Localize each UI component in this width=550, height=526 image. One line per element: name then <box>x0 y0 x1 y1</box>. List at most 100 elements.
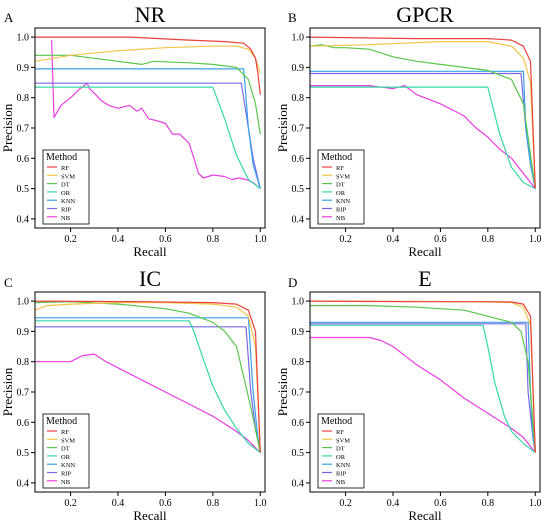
legend-box <box>317 149 365 225</box>
legend-label-rf: RF <box>336 165 344 172</box>
series-line-nb <box>35 353 261 454</box>
x-tick-label: 0.4 <box>112 498 125 509</box>
panel-d: D E 0.4 0.5 0.6 0.7 0.8 0.9 1.0 0.2 0.4 0.6 0.8 1.0 Re… <box>275 266 542 523</box>
y-tick-label: 0.8 <box>292 93 305 104</box>
x-tick-label: 1.0 <box>529 234 542 245</box>
y-tick-label: 0.9 <box>17 63 30 74</box>
legend-label-svm: SVM <box>336 437 350 444</box>
panel-title: E <box>418 266 431 291</box>
legend-label-nb: NB <box>336 215 346 222</box>
y-tick-label: 0.7 <box>17 388 30 399</box>
legend-label-knn: KNN <box>61 462 75 469</box>
panel-a: A NR 0.4 0.5 0.6 0.7 0.8 0.9 1.0 0.2 0.4 0.6 0.8 1.0 R… <box>0 2 267 259</box>
x-axis-label: Recall <box>408 244 442 259</box>
legend-label-nb: NB <box>336 479 346 486</box>
x-tick-label: 0.2 <box>64 234 77 245</box>
x-tick-label: 0.2 <box>339 498 352 509</box>
x-axis-label: Recall <box>133 508 167 523</box>
legend-label-nb: NB <box>61 215 71 222</box>
series-line-rf <box>310 36 536 189</box>
x-tick-label: 0.8 <box>482 498 495 509</box>
x-tick-label: 0.2 <box>64 498 77 509</box>
x-tick-label: 0.8 <box>207 234 220 245</box>
y-tick-label: 1.0 <box>292 297 305 308</box>
x-tick-label: 0.6 <box>434 234 447 245</box>
y-tick-label: 0.9 <box>292 63 305 74</box>
x-axis-label: Recall <box>133 244 167 259</box>
y-tick-label: 0.7 <box>292 388 305 399</box>
series-line-dt <box>310 305 536 453</box>
panel-b: B GPCR 0.4 0.5 0.6 0.7 0.8 0.9 1.0 0.2 0.4 0.6 0.8 1.… <box>275 2 542 259</box>
series-line-or <box>310 86 536 190</box>
panel-title: GPCR <box>396 2 454 27</box>
series-line-or <box>35 86 261 190</box>
x-tick-label: 0.8 <box>207 498 220 509</box>
x-tick-label: 0.6 <box>434 498 447 509</box>
y-tick-label: 0.6 <box>17 418 30 429</box>
series-line-rf <box>35 300 261 453</box>
legend-label-knn: KNN <box>336 462 350 469</box>
legend-label-rf: RF <box>61 429 69 436</box>
legend-label-dt: DT <box>61 182 70 189</box>
series-line-dt <box>310 44 536 189</box>
series-line-knn <box>35 68 261 189</box>
legend-label-rip: RIP <box>61 471 72 478</box>
legend-label-svm: SVM <box>336 173 350 180</box>
y-tick-label: 0.5 <box>17 184 30 195</box>
y-axis-label: Precision <box>0 103 15 152</box>
x-tick-label: 0.4 <box>387 234 400 245</box>
legend-label-svm: SVM <box>61 173 75 180</box>
panel-letter: D <box>288 275 297 290</box>
legend-label-rip: RIP <box>336 207 347 214</box>
y-tick-label: 1.0 <box>17 33 30 44</box>
x-tick-label: 0.2 <box>339 234 352 245</box>
panel-letter: C <box>4 275 13 290</box>
series-line-svm <box>35 45 261 74</box>
y-tick-label: 1.0 <box>17 297 30 308</box>
y-tick-label: 0.6 <box>17 154 30 165</box>
legend-label-svm: SVM <box>61 437 75 444</box>
legend-title: Method <box>46 416 77 427</box>
y-axis-label: Precision <box>0 367 15 416</box>
legend-label-or: OR <box>61 190 71 197</box>
y-tick-label: 0.8 <box>17 93 30 104</box>
y-tick-label: 0.5 <box>17 448 30 459</box>
series-line-nb <box>310 85 536 189</box>
series-line-svm <box>35 302 261 453</box>
legend-label-dt: DT <box>336 446 345 453</box>
y-axis-label: Precision <box>275 367 290 416</box>
y-tick-label: 0.4 <box>17 214 30 225</box>
y-tick-label: 0.6 <box>292 418 305 429</box>
series-line-rf <box>35 36 261 95</box>
x-axis-label: Recall <box>408 508 442 523</box>
x-tick-label: 0.4 <box>112 234 125 245</box>
legend-box <box>317 413 365 489</box>
series-line-knn <box>310 70 536 189</box>
y-axis-label: Precision <box>275 103 290 152</box>
legend-label-or: OR <box>336 190 346 197</box>
y-tick-label: 0.8 <box>17 357 30 368</box>
y-tick-label: 0.7 <box>17 124 30 135</box>
legend-label-rf: RF <box>336 429 344 436</box>
legend-label-or: OR <box>61 454 71 461</box>
y-tick-label: 0.6 <box>292 154 305 165</box>
series-line-nb <box>51 40 261 190</box>
legend-label-dt: DT <box>336 182 345 189</box>
legend-title: Method <box>321 416 352 427</box>
y-tick-label: 0.7 <box>292 124 305 135</box>
y-tick-label: 0.5 <box>292 184 305 195</box>
legend-label-or: OR <box>336 454 346 461</box>
x-tick-label: 0.8 <box>482 234 495 245</box>
panel-title: IC <box>139 266 161 291</box>
x-tick-label: 1.0 <box>254 498 267 509</box>
panel-letter: A <box>4 10 14 25</box>
x-tick-label: 1.0 <box>254 234 267 245</box>
legend-box <box>42 149 90 225</box>
y-tick-label: 0.9 <box>17 327 30 338</box>
legend-label-rip: RIP <box>61 207 72 214</box>
y-tick-label: 1.0 <box>292 33 305 44</box>
series-line-rf <box>310 300 536 453</box>
